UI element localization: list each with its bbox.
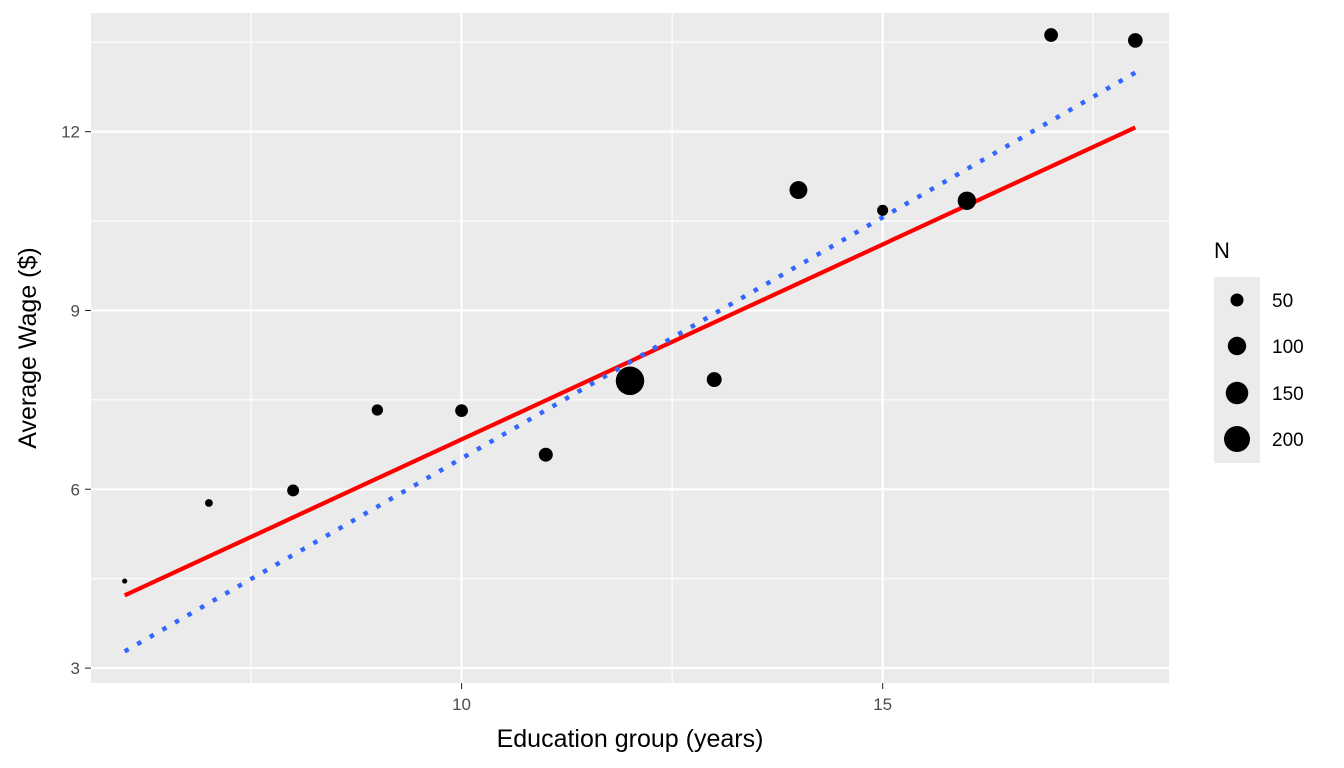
data-point bbox=[1128, 33, 1143, 48]
x-tick-label: 15 bbox=[873, 695, 892, 714]
data-point bbox=[371, 404, 384, 416]
plot-panel bbox=[91, 13, 1169, 683]
x-axis-title: Education group (years) bbox=[497, 725, 764, 753]
legend-label: 150 bbox=[1272, 384, 1304, 405]
data-point bbox=[455, 404, 468, 417]
legend-key-point bbox=[1225, 381, 1249, 405]
y-axis: 3 6 9 12 bbox=[61, 123, 91, 678]
legend-label: 50 bbox=[1272, 291, 1293, 312]
data-point bbox=[877, 204, 889, 216]
legend-key-point bbox=[1230, 293, 1244, 307]
legend-title: N bbox=[1214, 238, 1230, 263]
data-point bbox=[122, 578, 128, 584]
data-point bbox=[538, 447, 553, 462]
y-tick-label: 6 bbox=[71, 480, 80, 499]
grid-major bbox=[91, 13, 1169, 683]
dotted-fit-line bbox=[123, 70, 1137, 654]
data-point bbox=[287, 484, 300, 497]
y-tick-label: 9 bbox=[71, 301, 80, 320]
legend-label: 200 bbox=[1272, 430, 1304, 451]
data-points bbox=[122, 28, 1143, 584]
data-point bbox=[205, 499, 213, 507]
size-legend: N 50 100 150 200 bbox=[1214, 238, 1304, 463]
data-point bbox=[615, 366, 645, 396]
data-point bbox=[706, 372, 722, 388]
legend-key-point bbox=[1224, 426, 1250, 452]
legend-label: 100 bbox=[1272, 337, 1304, 358]
data-point bbox=[957, 191, 977, 210]
y-axis-title: Average Wage ($) bbox=[14, 247, 42, 449]
x-tick-label: 10 bbox=[452, 695, 471, 714]
legend-key-point bbox=[1227, 336, 1247, 356]
grid-minor bbox=[91, 13, 1169, 683]
data-point bbox=[1044, 28, 1058, 42]
x-axis: 10 15 bbox=[452, 683, 892, 714]
y-tick-label: 3 bbox=[71, 659, 80, 678]
data-point bbox=[789, 181, 808, 199]
y-tick-label: 12 bbox=[61, 123, 80, 142]
